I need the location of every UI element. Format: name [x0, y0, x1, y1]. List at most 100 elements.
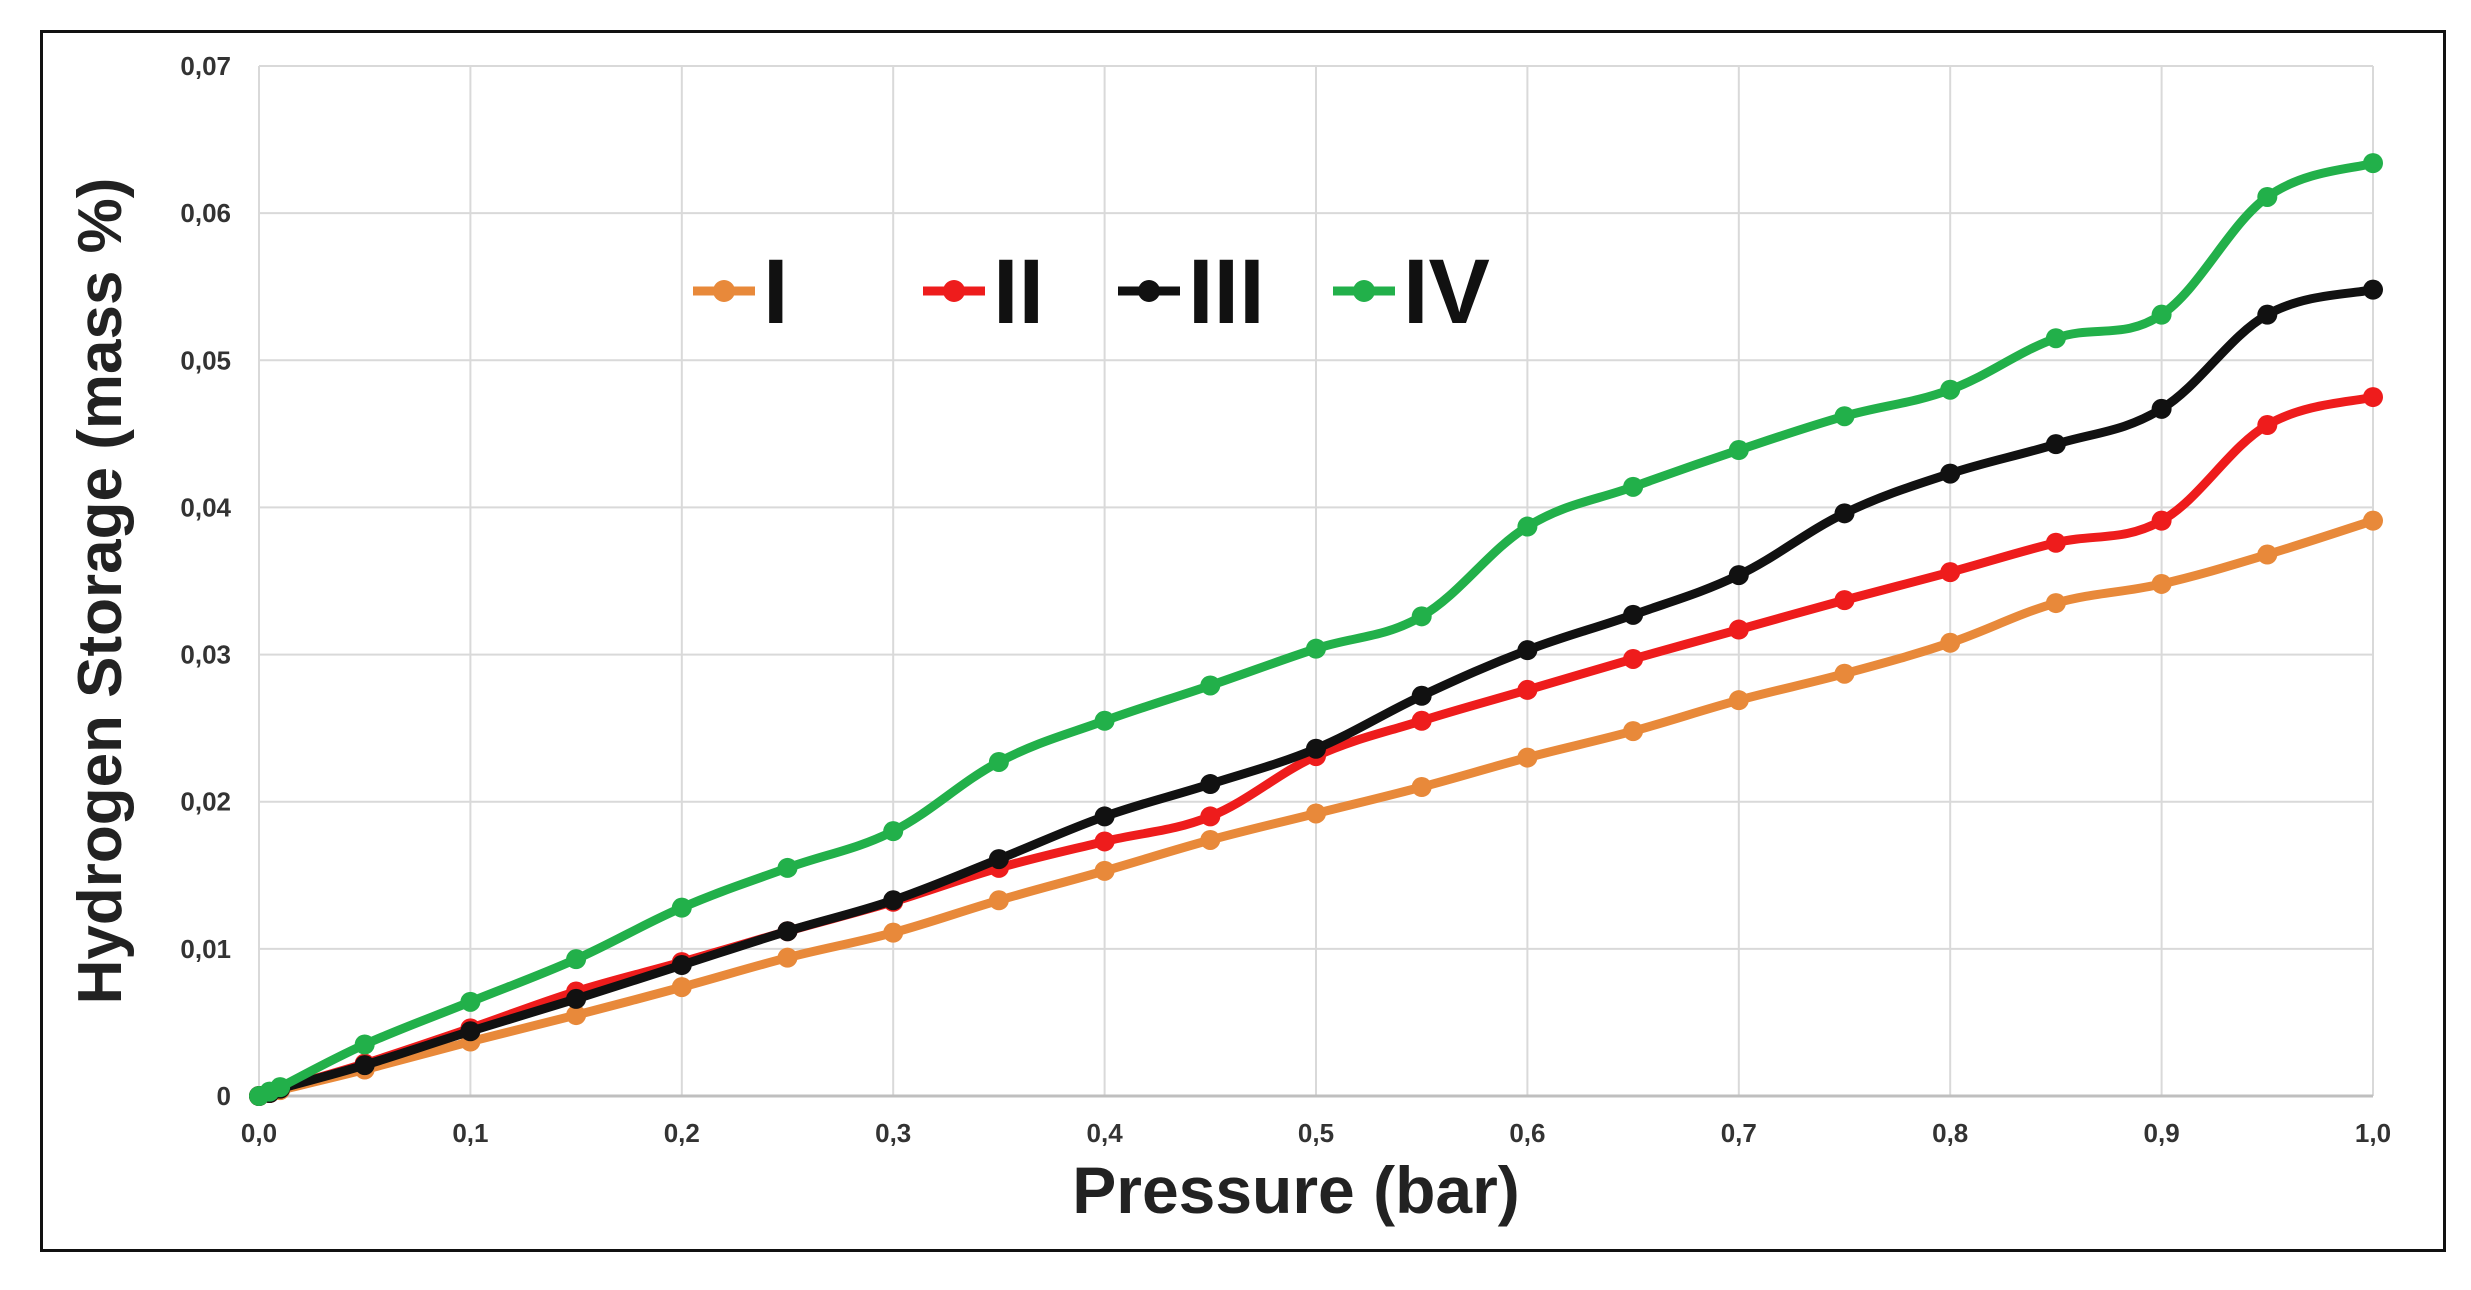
- data-point: [1094, 710, 1115, 731]
- data-point: [354, 1034, 375, 1055]
- series-line: [254, 158, 2378, 1101]
- y-tick-label: 0,06: [180, 198, 231, 228]
- data-point: [777, 921, 798, 942]
- data-point: [2363, 153, 2383, 174]
- data-point: [671, 897, 692, 918]
- data-point: [1306, 803, 1326, 824]
- data-point: [883, 890, 904, 911]
- x-tick-label: 0,9: [2144, 1118, 2180, 1148]
- data-point: [1517, 679, 1538, 700]
- y-tick-label: 0,01: [180, 934, 231, 964]
- legend-label: II: [993, 241, 1044, 343]
- data-point: [460, 991, 481, 1012]
- data-point: [2151, 398, 2172, 419]
- data-point: [671, 955, 692, 976]
- data-point: [1623, 721, 1644, 742]
- data-point: [1623, 604, 1644, 625]
- x-tick-label: 1,0: [2355, 1118, 2391, 1148]
- data-point: [1094, 831, 1115, 852]
- data-point: [1623, 648, 1644, 669]
- data-point: [2257, 304, 2278, 325]
- data-point: [1728, 440, 1749, 461]
- data-point: [1411, 685, 1432, 706]
- legend-swatch-marker: [713, 280, 735, 302]
- data-point: [1834, 590, 1855, 611]
- data-point: [270, 1077, 291, 1098]
- data-point: [1517, 516, 1538, 537]
- data-point: [1200, 774, 1221, 795]
- x-tick-label: 0,2: [664, 1118, 700, 1148]
- legend-item-IV: IV: [1333, 241, 1490, 343]
- data-point: [566, 949, 587, 970]
- legend-item-II: II: [923, 241, 1044, 343]
- y-tick-label: 0,07: [180, 51, 231, 81]
- grid-layer: [258, 65, 2374, 1098]
- y-tick-label: 0: [217, 1081, 231, 1111]
- data-point: [1623, 476, 1644, 497]
- data-point: [1728, 690, 1749, 711]
- legend: I II III IV: [693, 241, 1490, 343]
- data-point: [2045, 593, 2066, 614]
- data-point: [2363, 279, 2383, 300]
- data-point: [1094, 860, 1115, 881]
- data-point: [460, 1021, 481, 1042]
- data-point: [354, 1055, 375, 1076]
- x-tick-label: 0,1: [452, 1118, 488, 1148]
- data-point: [1940, 632, 1961, 653]
- data-point: [1728, 565, 1749, 586]
- data-point: [2257, 544, 2278, 565]
- data-point: [2045, 532, 2066, 553]
- x-tick-label: 0,0: [241, 1118, 277, 1148]
- data-point: [988, 751, 1009, 772]
- y-axis-title: Hydrogen Storage (mass %): [66, 178, 135, 1005]
- data-point: [1517, 747, 1538, 768]
- y-tick-label: 0,05: [180, 345, 231, 375]
- data-point: [1411, 710, 1432, 731]
- y-tick-label: 0,02: [180, 787, 231, 817]
- data-point: [1834, 663, 1855, 684]
- data-point: [1200, 829, 1221, 850]
- data-point: [1200, 806, 1221, 827]
- data-point: [1306, 738, 1326, 759]
- data-point: [2363, 510, 2383, 531]
- data-point: [1940, 463, 1961, 484]
- data-point: [1834, 503, 1855, 524]
- data-point: [1411, 777, 1432, 797]
- data-point: [777, 947, 798, 968]
- data-point: [2151, 510, 2172, 531]
- data-point: [883, 821, 904, 842]
- data-point: [671, 977, 692, 998]
- data-point: [1940, 562, 1961, 583]
- x-tick-label: 0,6: [1509, 1118, 1545, 1148]
- data-point: [2151, 573, 2172, 594]
- data-point: [777, 857, 798, 878]
- x-axis-title: Pressure (bar): [1072, 1153, 1520, 1227]
- x-tick-label: 0,8: [1932, 1118, 1968, 1148]
- data-point: [2257, 186, 2278, 207]
- data-point: [2045, 328, 2066, 349]
- data-point: [1728, 619, 1749, 640]
- series-layer: [249, 153, 2383, 1106]
- legend-item-I: I: [693, 241, 789, 343]
- legend-swatch-marker: [1138, 280, 1160, 302]
- legend-swatch-marker: [943, 280, 965, 302]
- legend-label: I: [763, 241, 789, 343]
- chart-frame: 0,0 0,1 0,2 0,3 0,4 0,5 0,6 0,7 0,8 0,9 1,0 0 0,01 0,…: [40, 30, 2446, 1252]
- legend-swatch-marker: [1353, 280, 1375, 302]
- series-line: [254, 285, 2378, 1101]
- series-III: [249, 279, 2383, 1106]
- data-point: [1940, 379, 1961, 400]
- data-point: [2257, 415, 2278, 436]
- x-tick-label: 0,4: [1087, 1118, 1124, 1148]
- y-tick-label: 0,03: [180, 640, 231, 670]
- data-point: [988, 890, 1009, 911]
- data-point: [1834, 406, 1855, 427]
- x-tick-label: 0,5: [1298, 1118, 1334, 1148]
- data-point: [566, 988, 587, 1009]
- data-point: [2363, 387, 2383, 408]
- data-point: [1306, 638, 1326, 659]
- series-IV: [249, 153, 2383, 1106]
- legend-label: III: [1188, 241, 1265, 343]
- data-point: [988, 849, 1009, 870]
- data-point: [2045, 434, 2066, 455]
